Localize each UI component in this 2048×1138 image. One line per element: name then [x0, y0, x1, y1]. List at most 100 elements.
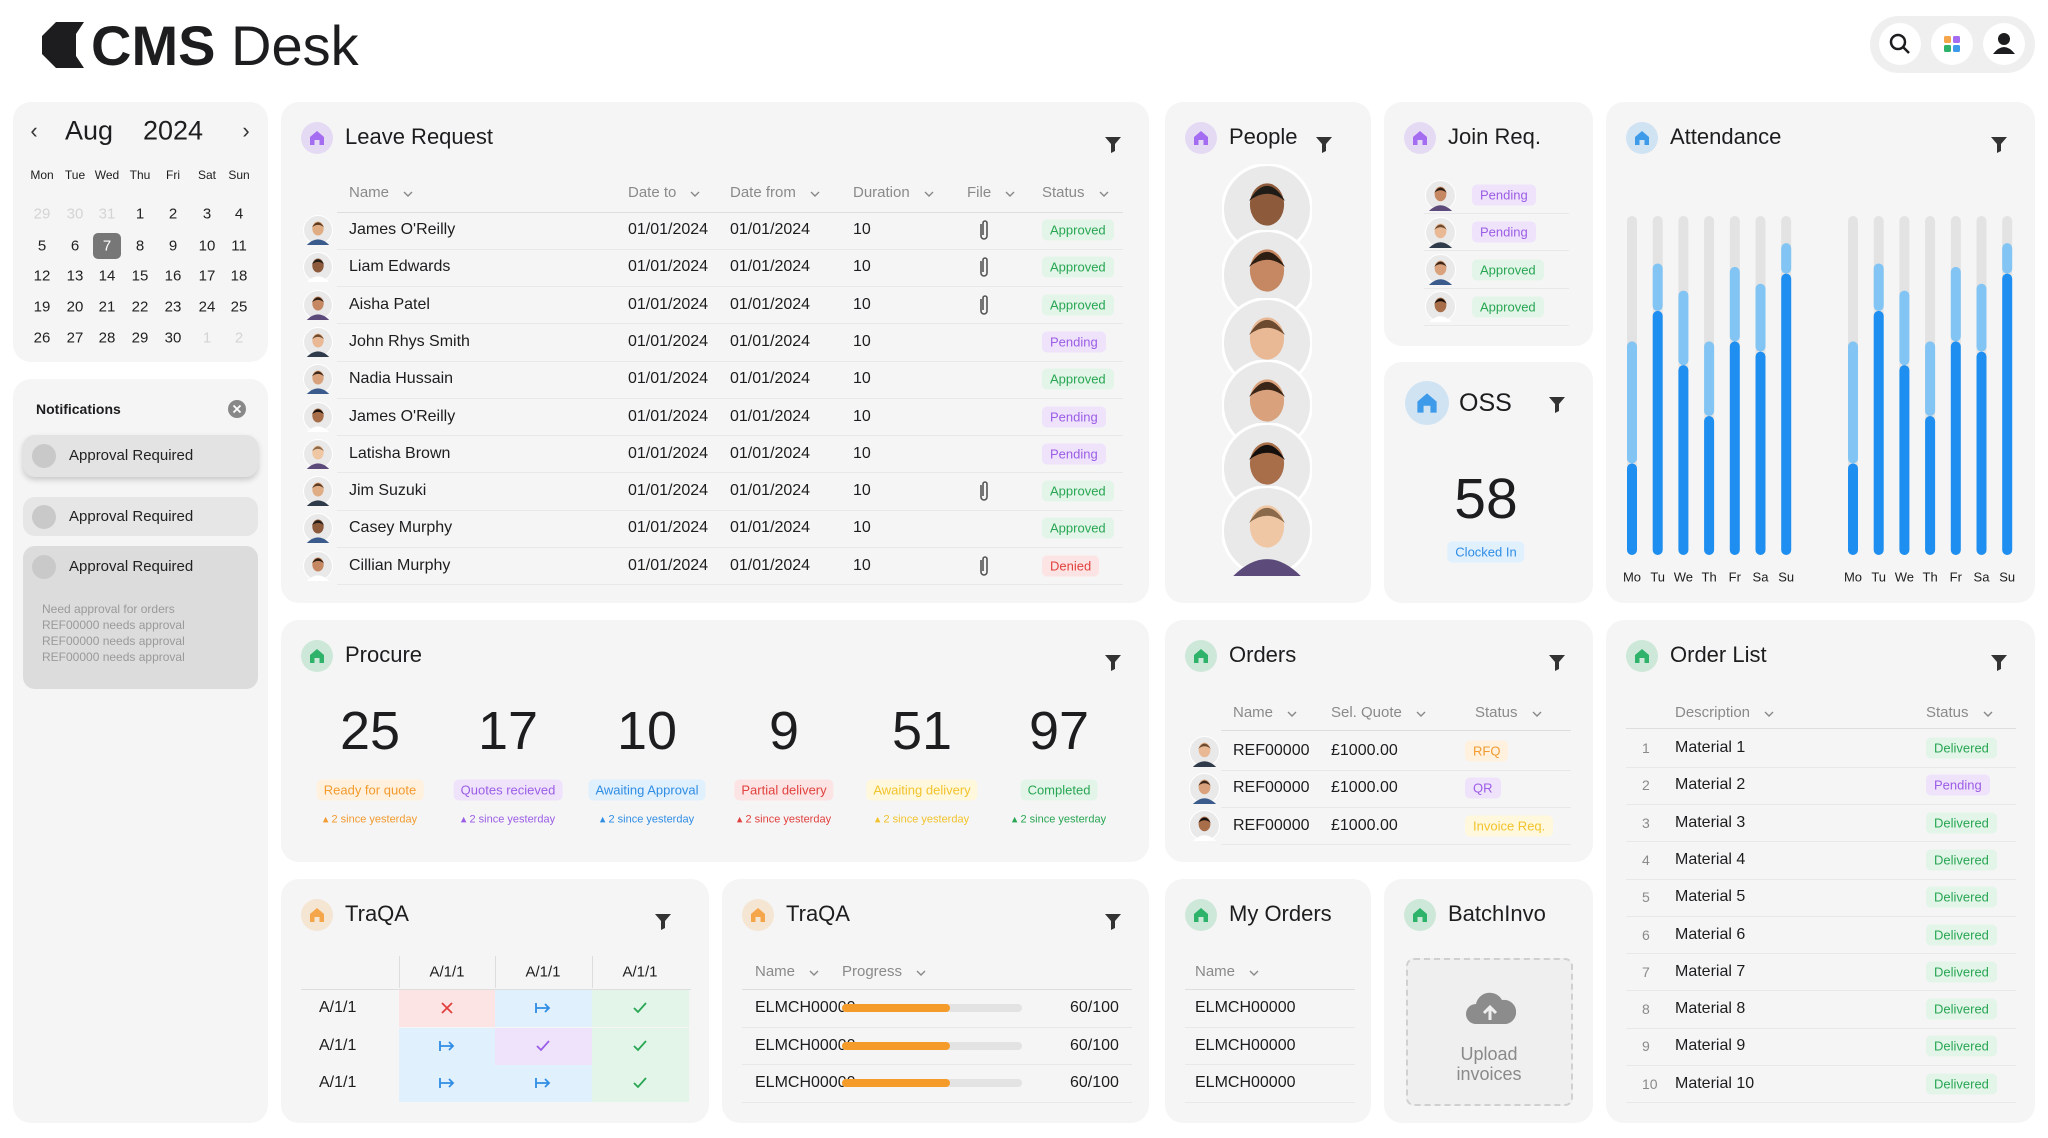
year[interactable]: 2024	[142, 115, 204, 146]
filter-button[interactable]	[1543, 390, 1571, 418]
filter-button[interactable]	[1985, 130, 2013, 158]
day[interactable]: 2	[234, 329, 244, 347]
cell: 01/01/2024	[730, 482, 811, 500]
title-icon	[1404, 899, 1436, 931]
profile-button[interactable]	[1982, 22, 2027, 67]
filter-button[interactable]	[1099, 130, 1127, 158]
card: Attendance Mo Tu We Th Fr Sa Su Mo Tu We Th Fr Sa Su	[1606, 102, 2035, 603]
avatar-body	[1233, 559, 1301, 576]
chevron	[403, 191, 413, 197]
filter-button[interactable]	[1310, 130, 1338, 158]
cell: Material 7	[1675, 962, 1746, 980]
day[interactable]: 27	[66, 329, 84, 347]
day[interactable]: 1	[135, 205, 145, 223]
prev-month[interactable]: ‹	[30, 118, 38, 143]
month[interactable]: Aug	[64, 115, 114, 146]
cell: 10	[853, 258, 871, 276]
chevron	[1287, 711, 1297, 717]
notification-title: Approval Required	[69, 447, 194, 464]
avatar-body	[1428, 316, 1452, 323]
avatar-body	[1428, 204, 1452, 211]
day[interactable]: 19	[33, 298, 51, 316]
filter-button[interactable]	[1099, 907, 1127, 935]
day[interactable]: 9	[168, 237, 178, 255]
filter-button[interactable]	[649, 907, 677, 935]
day[interactable]: 28	[98, 329, 116, 347]
day[interactable]: 21	[98, 298, 116, 316]
day[interactable]: 23	[164, 298, 182, 316]
stat-value: 51	[891, 701, 953, 761]
search-button[interactable]	[1878, 22, 1923, 67]
close-button[interactable]	[227, 399, 247, 419]
day[interactable]: 3	[202, 205, 212, 223]
day[interactable]: 31	[98, 205, 116, 223]
card-title: TraQA	[345, 901, 409, 926]
day[interactable]: 15	[131, 267, 149, 285]
day[interactable]: 2	[168, 205, 178, 223]
attachment-icon[interactable]	[977, 293, 991, 317]
bar-late	[1678, 290, 1689, 366]
cell: 10	[853, 444, 871, 462]
up-arrow: ▴	[1011, 813, 1021, 826]
day[interactable]: 17	[198, 267, 216, 285]
day[interactable]: 29	[33, 205, 51, 223]
change-text: 2 since yesterday	[469, 813, 556, 826]
filter-button[interactable]	[1543, 648, 1571, 676]
avatar	[303, 364, 333, 395]
row-rule	[742, 1101, 1132, 1103]
day[interactable]: 10	[198, 237, 216, 255]
row-number: 4	[1642, 851, 1650, 868]
day[interactable]: 12	[33, 267, 51, 285]
filter-button[interactable]	[1099, 648, 1127, 676]
notification-detail: REF00000 needs approval	[42, 634, 185, 648]
day[interactable]: 30	[164, 329, 182, 347]
day[interactable]: 20	[66, 298, 84, 316]
day[interactable]: 4	[234, 205, 244, 223]
chevron	[916, 970, 926, 976]
status-pill: Approved	[1042, 256, 1114, 278]
apps-button[interactable]	[1930, 22, 1975, 67]
header-rule	[742, 989, 1132, 990]
day[interactable]: 30	[66, 205, 84, 223]
apps-icon	[1953, 45, 1960, 52]
row-number: 9	[1642, 1038, 1650, 1055]
attachment-icon[interactable]	[977, 218, 991, 242]
notification[interactable]: Approval Required	[23, 435, 258, 477]
calendar: ‹ › Aug 2024 Mon Tue Wed Thu Fri Sat Sun 29 30 31 1 2 3 4…	[13, 102, 268, 362]
bar-late	[2002, 243, 2013, 274]
chevron	[809, 970, 819, 976]
day[interactable]: 24	[198, 298, 216, 316]
day[interactable]: 25	[230, 298, 248, 316]
cell: 01/01/2024	[628, 295, 709, 313]
filter-icon	[1105, 914, 1121, 930]
day[interactable]: 11	[231, 237, 247, 255]
status-glyph	[535, 1078, 551, 1088]
day[interactable]: 5	[37, 237, 47, 255]
day[interactable]: 14	[98, 267, 116, 285]
day[interactable]: 26	[33, 329, 51, 347]
status-pill: Delivered	[1926, 961, 1997, 983]
avatar-hair	[1249, 444, 1285, 460]
day[interactable]: 29	[131, 329, 149, 347]
day[interactable]: 6	[70, 237, 80, 255]
day[interactable]: 8	[135, 237, 145, 255]
avatar-body	[1192, 760, 1216, 767]
day[interactable]: 22	[131, 298, 149, 316]
avatar-body	[306, 425, 330, 432]
upload-box[interactable]: Upload invoices	[1406, 958, 1573, 1106]
apps-icon	[1944, 36, 1951, 43]
attachment-icon[interactable]	[977, 554, 991, 578]
next-month[interactable]: ›	[242, 118, 250, 143]
day[interactable]: 1	[202, 329, 212, 347]
row-rule	[1626, 915, 2016, 917]
day[interactable]: 13	[66, 267, 84, 285]
day[interactable]: 7	[102, 237, 112, 255]
notification[interactable]: Approval Required Need approval for order…	[23, 546, 258, 689]
attachment-icon[interactable]	[977, 255, 991, 279]
status-pill: Approved	[1042, 219, 1114, 241]
attachment-icon[interactable]	[977, 479, 991, 503]
filter-button[interactable]	[1985, 648, 2013, 676]
day[interactable]: 16	[164, 267, 182, 285]
day[interactable]: 18	[230, 267, 248, 285]
notification[interactable]: Approval Required	[23, 497, 258, 536]
